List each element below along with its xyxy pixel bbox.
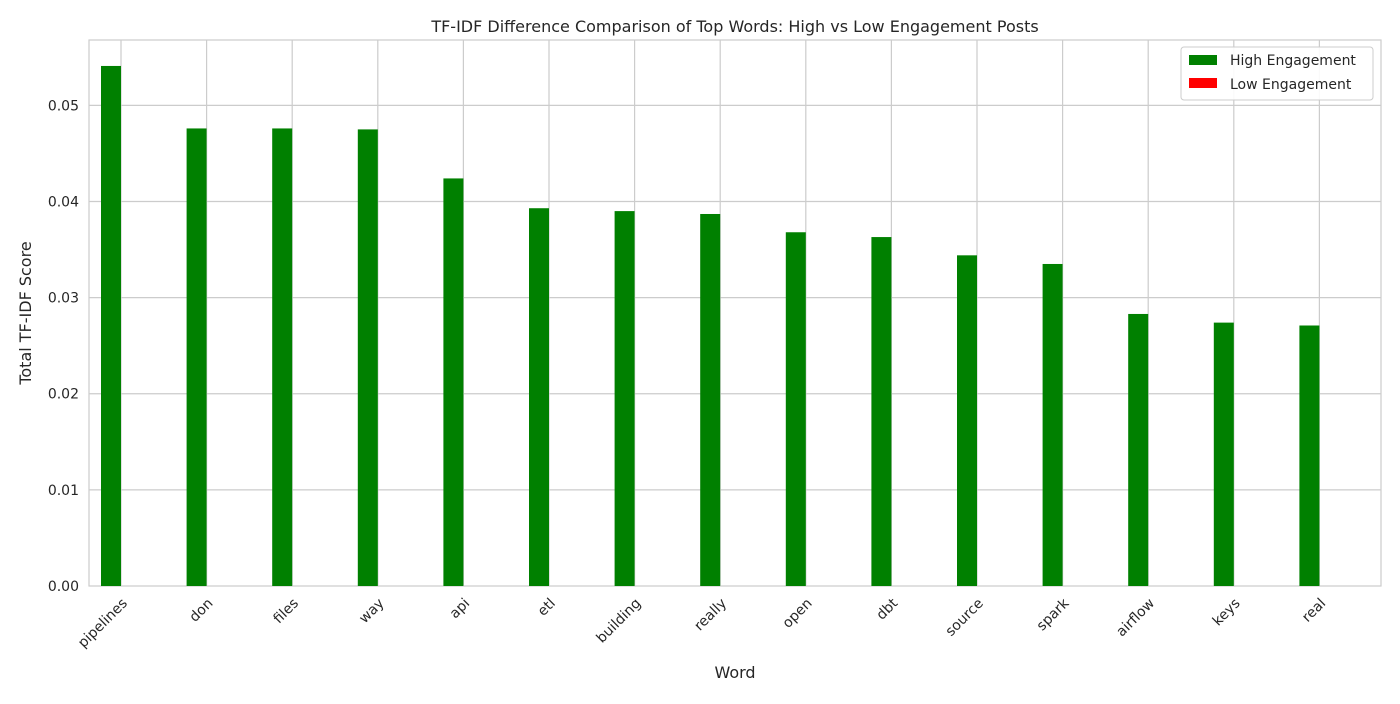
bar-high-engagement-way	[357, 129, 378, 586]
bar-high-engagement-source	[957, 255, 977, 586]
x-tick-label-really: really	[691, 596, 730, 635]
y-tick-label: 0.04	[48, 194, 79, 210]
legend-label-low: Low Engagement	[1230, 77, 1352, 93]
x-tick-label-dbt: dbt	[873, 595, 901, 623]
y-axis-label: Total TF-IDF Score	[16, 241, 35, 385]
x-tick-label-way: way	[356, 596, 387, 627]
x-tick-label-airflow: airflow	[1113, 596, 1158, 641]
x-tick-label-building: building	[593, 596, 644, 647]
plot-area	[88, 39, 1382, 587]
bar-high-engagement-dbt	[871, 237, 892, 586]
legend-label-high: High Engagement	[1230, 53, 1356, 69]
x-tick-label-spark: spark	[1034, 595, 1073, 634]
chart-title: TF-IDF Difference Comparison of Top Word…	[430, 17, 1038, 36]
x-tick-label-real: real	[1299, 596, 1329, 626]
bar-high-engagement-airflow	[1128, 313, 1149, 586]
bar-high-engagement-building	[614, 211, 635, 586]
x-tick-labels: pipelines don files way api etl building really…	[75, 595, 1329, 651]
bar-high-engagement-api	[443, 178, 464, 586]
x-tick-label-open: open	[780, 596, 816, 632]
bar-high-engagement-real	[1299, 325, 1320, 586]
x-tick-label-files: files	[270, 596, 302, 628]
bar-high-engagement-open	[785, 232, 806, 586]
bar-high-engagement-don	[186, 128, 207, 586]
legend: High Engagement Low Engagement	[1180, 46, 1374, 101]
bar-layer	[101, 65, 1320, 586]
x-tick-label-don: don	[186, 596, 216, 626]
bar-high-engagement-etl	[529, 208, 549, 586]
x-axis-label: Word	[714, 663, 755, 682]
y-tick-label: 0.02	[48, 387, 79, 403]
bar-high-engagement-files	[272, 128, 293, 586]
bar-high-engagement-keys	[1213, 322, 1234, 586]
x-tick-label-pipelines: pipelines	[75, 596, 131, 652]
y-tick-labels: 0.00 0.01 0.02 0.03 0.04 0.05	[48, 98, 79, 595]
x-tick-label-api: api	[447, 596, 473, 622]
x-tick-label-source: source	[943, 596, 987, 640]
bar-high-engagement-pipelines	[101, 65, 121, 586]
bar-high-engagement-really	[700, 213, 721, 586]
legend-swatch-low	[1189, 78, 1217, 88]
legend-swatch-high	[1189, 55, 1217, 65]
legend-box	[1180, 46, 1374, 101]
bar-high-engagement-spark	[1042, 263, 1063, 586]
x-tick-label-etl: etl	[535, 596, 559, 620]
y-tick-label: 0.03	[48, 291, 79, 307]
x-tick-label-keys: keys	[1210, 596, 1244, 630]
y-tick-label: 0.01	[48, 483, 79, 499]
y-tick-label: 0.05	[48, 98, 79, 114]
y-tick-label: 0.00	[48, 579, 79, 595]
